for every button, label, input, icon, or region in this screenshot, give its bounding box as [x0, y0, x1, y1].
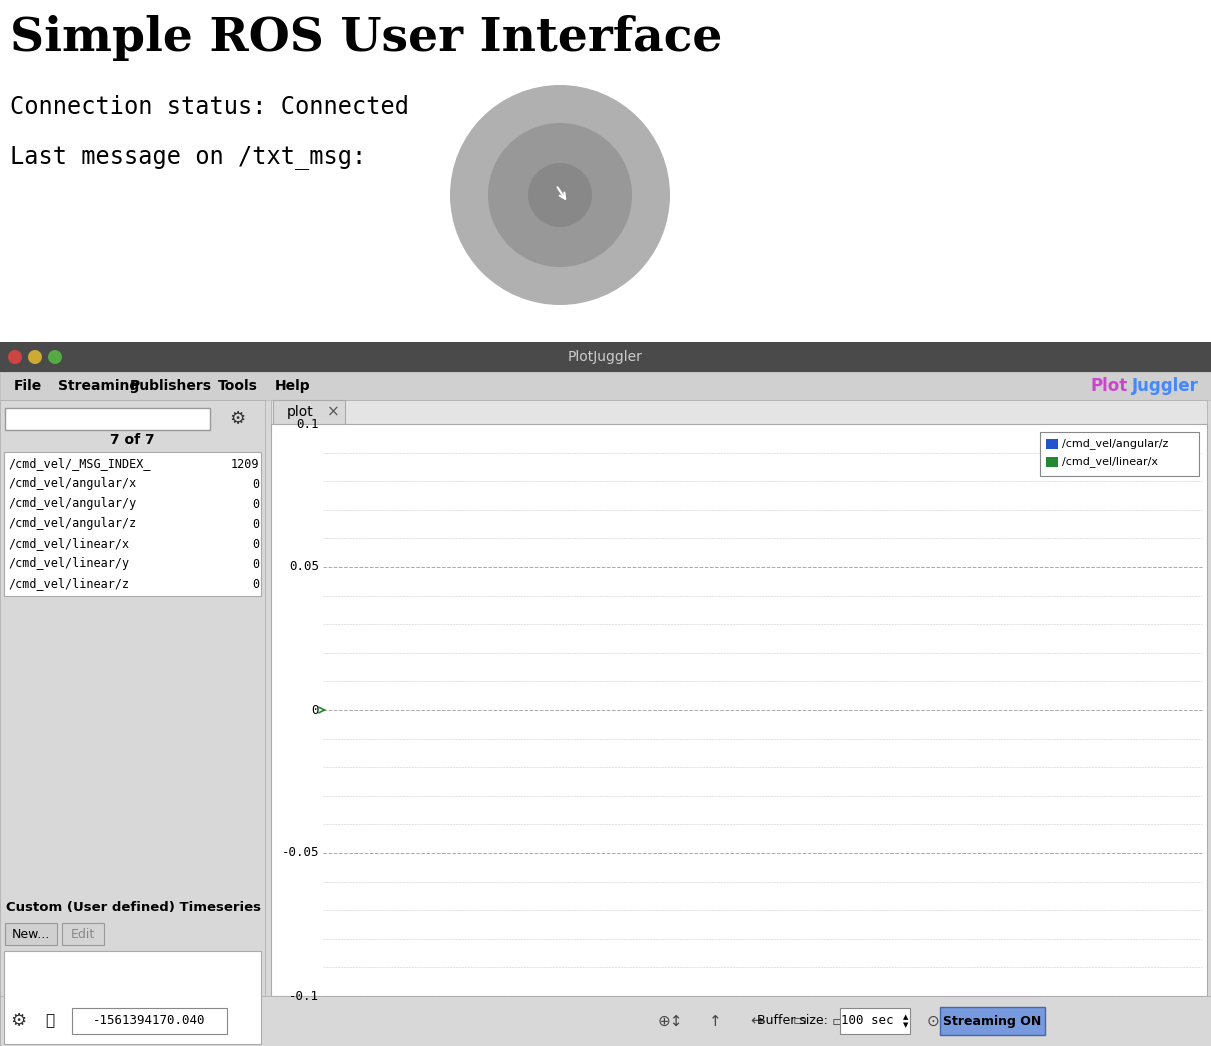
FancyBboxPatch shape	[0, 372, 1211, 400]
Text: Juggler: Juggler	[1132, 377, 1199, 395]
Text: ▭+: ▭+	[874, 1014, 901, 1028]
Text: Tools: Tools	[218, 379, 258, 393]
FancyBboxPatch shape	[1040, 432, 1199, 476]
FancyBboxPatch shape	[0, 342, 1211, 372]
FancyBboxPatch shape	[272, 400, 345, 424]
FancyBboxPatch shape	[271, 424, 1207, 996]
FancyBboxPatch shape	[62, 923, 104, 945]
Text: /cmd_vel/angular/y: /cmd_vel/angular/y	[8, 498, 137, 510]
Text: 100 sec: 100 sec	[840, 1015, 894, 1027]
Text: New...: New...	[12, 928, 50, 940]
Text: ▼: ▼	[903, 1022, 908, 1028]
FancyBboxPatch shape	[5, 408, 210, 430]
Text: /cmd_vel/linear/x: /cmd_vel/linear/x	[8, 538, 130, 550]
Text: PlotJuggler: PlotJuggler	[568, 350, 643, 364]
Text: 0.05: 0.05	[289, 561, 318, 573]
FancyBboxPatch shape	[0, 0, 1211, 342]
Circle shape	[48, 350, 62, 364]
Text: 0: 0	[252, 538, 259, 550]
Circle shape	[450, 85, 670, 305]
Text: -0.1: -0.1	[289, 990, 318, 1002]
FancyBboxPatch shape	[840, 1008, 909, 1034]
Text: /cmd_vel/angular/x: /cmd_vel/angular/x	[8, 478, 137, 491]
Text: File: File	[15, 379, 42, 393]
Text: /cmd_vel/linear/x: /cmd_vel/linear/x	[1062, 456, 1158, 468]
Text: Publishers: Publishers	[130, 379, 212, 393]
Text: 🔗: 🔗	[1026, 1014, 1034, 1028]
Text: Connection status: Connected: Connection status: Connected	[10, 95, 409, 119]
Text: ↑: ↑	[708, 1014, 722, 1028]
FancyBboxPatch shape	[940, 1007, 1045, 1034]
Text: Custom (User defined) Timeseries: Custom (User defined) Timeseries	[6, 901, 262, 914]
FancyBboxPatch shape	[1046, 439, 1058, 449]
Text: plot: plot	[287, 405, 314, 419]
Text: 0: 0	[252, 518, 259, 530]
FancyBboxPatch shape	[1046, 457, 1058, 467]
Circle shape	[8, 350, 22, 364]
Text: 1209: 1209	[230, 457, 259, 471]
Text: 0.1: 0.1	[297, 417, 318, 431]
Text: 📊: 📊	[46, 1014, 54, 1028]
FancyBboxPatch shape	[0, 996, 1211, 1046]
Text: 0: 0	[311, 704, 318, 717]
Text: Last message on /txt_msg:: Last message on /txt_msg:	[10, 145, 366, 169]
Text: 7 of 7: 7 of 7	[110, 433, 155, 447]
Text: 0: 0	[252, 558, 259, 570]
Text: Plot: Plot	[1091, 377, 1129, 395]
Text: ×: ×	[327, 405, 339, 419]
Text: ⚙: ⚙	[10, 1011, 27, 1030]
Text: 0: 0	[252, 577, 259, 591]
Text: -0.05: -0.05	[281, 846, 318, 860]
Text: Simple ROS User Interface: Simple ROS User Interface	[10, 15, 723, 61]
Text: /cmd_vel/angular/z: /cmd_vel/angular/z	[8, 518, 137, 530]
Text: 0: 0	[252, 478, 259, 491]
Text: -1561394170.040: -1561394170.040	[93, 1015, 206, 1027]
FancyBboxPatch shape	[271, 400, 1207, 424]
FancyBboxPatch shape	[0, 400, 265, 1046]
Text: /cmd_vel/angular/z: /cmd_vel/angular/z	[1062, 438, 1169, 450]
Text: Streaming ON: Streaming ON	[943, 1015, 1041, 1027]
Text: /cmd_vel/linear/z: /cmd_vel/linear/z	[8, 577, 130, 591]
Text: ▭: ▭	[793, 1014, 808, 1028]
Text: Help: Help	[275, 379, 311, 393]
Text: 0: 0	[252, 498, 259, 510]
Text: ▲: ▲	[903, 1014, 908, 1020]
Text: Buffer size:: Buffer size:	[757, 1015, 828, 1027]
Text: ⊕↕: ⊕↕	[658, 1014, 683, 1028]
FancyBboxPatch shape	[0, 342, 1211, 1046]
Text: /cmd_vel/_MSG_INDEX_: /cmd_vel/_MSG_INDEX_	[8, 457, 150, 471]
FancyBboxPatch shape	[4, 951, 262, 1044]
Text: ≡: ≡	[978, 1014, 992, 1028]
Text: Edit: Edit	[71, 928, 96, 940]
FancyBboxPatch shape	[71, 1008, 226, 1034]
Text: ⚙: ⚙	[229, 410, 245, 428]
Text: /cmd_vel/linear/y: /cmd_vel/linear/y	[8, 558, 130, 570]
Text: Streaming: Streaming	[58, 379, 139, 393]
Text: ▭+: ▭+	[832, 1014, 859, 1028]
FancyBboxPatch shape	[5, 923, 57, 945]
Circle shape	[528, 163, 592, 227]
Text: ⊙: ⊙	[926, 1014, 940, 1028]
Text: ↔: ↔	[751, 1014, 763, 1028]
Circle shape	[488, 123, 632, 267]
Circle shape	[28, 350, 42, 364]
FancyBboxPatch shape	[4, 452, 262, 596]
